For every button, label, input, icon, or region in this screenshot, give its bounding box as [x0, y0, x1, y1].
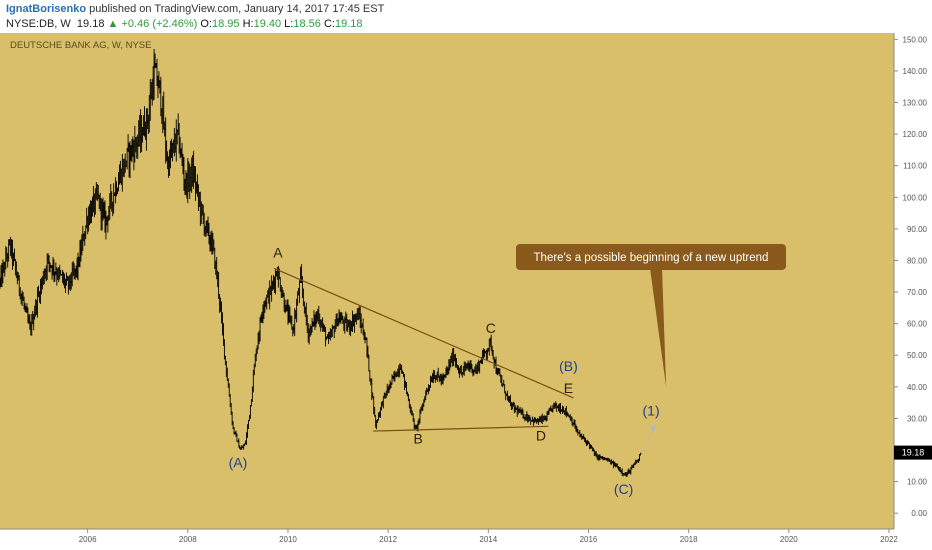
price-tick-labels: 0.0010.0020.0030.0040.0050.0060.0070.008… — [894, 35, 928, 518]
chart-header: IgnatBorisenko published on TradingView.… — [0, 0, 932, 33]
wave-trendlines — [273, 267, 657, 451]
price-tick-label: 130.00 — [903, 99, 928, 108]
last-price-marker: 19.18 — [894, 445, 932, 460]
price-tick-label: 110.00 — [903, 162, 927, 171]
open-label: O: — [200, 18, 212, 30]
time-tick-label: 2008 — [179, 535, 197, 544]
high-value: 19.40 — [253, 18, 282, 30]
callout-pointer — [650, 268, 667, 387]
price-tick-label: 70.00 — [907, 288, 928, 297]
trendline — [373, 425, 549, 432]
callout-box — [516, 244, 786, 270]
time-tick-label: 2018 — [680, 535, 698, 544]
wave-label: A — [273, 244, 283, 260]
wave-label: C — [486, 320, 496, 336]
price-tick-label: 80.00 — [907, 256, 928, 265]
low-value: 18.56 — [293, 18, 321, 30]
time-tick-label: 2010 — [279, 535, 297, 544]
price-tick-label: 150.00 — [903, 35, 928, 44]
price-tick-label: 50.00 — [907, 351, 928, 360]
close-value: 19.18 — [334, 18, 363, 30]
price-chart[interactable]: DEUTSCHE BANK AG, W, NYSE 0.0010.0020.00… — [0, 33, 932, 550]
publish-info: published on TradingView.com, January 14… — [89, 3, 385, 15]
price-tick-label: 140.00 — [903, 67, 928, 76]
wave-label: B — [414, 431, 423, 447]
last-price-box — [894, 445, 932, 460]
author-link[interactable]: IgnatBorisenko — [6, 3, 87, 15]
low-label: L: — [284, 18, 294, 30]
callout-annotation: There's a possible beginning of a new up… — [516, 244, 786, 387]
wave-label: (C) — [614, 481, 633, 497]
wave-labels: A B C D E (A) (B) (C) (1) — [229, 244, 660, 497]
time-tick-label: 2014 — [479, 535, 497, 544]
price-tick-label: 100.00 — [903, 193, 928, 202]
wave-label: (A) — [229, 454, 248, 470]
time-tick-label: 2012 — [379, 535, 397, 544]
price-tick-label: 120.00 — [903, 130, 928, 139]
trendline — [273, 267, 574, 399]
wave-label: E — [564, 380, 573, 396]
price-tick-label: 90.00 — [907, 225, 928, 234]
change-value: ▲ +0.46 (+2.46%) — [107, 18, 198, 30]
publish-line: IgnatBorisenko published on TradingView.… — [6, 2, 384, 16]
time-tick-labels: 2006 2008 2010 2012 2014 2016 2018 2020 2022 — [79, 529, 898, 544]
price-tick-label: 10.00 — [907, 478, 928, 487]
time-tick-label: 2006 — [79, 535, 97, 544]
quote-line: NYSE:DB, W 19.18 ▲ +0.46 (+2.46%) O:18.9… — [6, 17, 362, 31]
projection-arrowhead — [650, 424, 657, 431]
projection-line — [643, 424, 657, 451]
symbol-label: NYSE:DB, W — [6, 18, 71, 30]
time-axis[interactable] — [0, 529, 932, 550]
callout-text: There's a possible beginning of a new up… — [534, 252, 769, 264]
close-label: C: — [323, 18, 335, 30]
high-label: H: — [242, 18, 254, 30]
wave-label: D — [536, 428, 546, 444]
wave-label: (B) — [559, 358, 578, 374]
time-tick-label: 2016 — [580, 535, 598, 544]
price-tick-label: 60.00 — [907, 320, 928, 329]
time-tick-label: 2020 — [780, 535, 798, 544]
price-tick-label: 30.00 — [907, 414, 928, 423]
open-value: 18.95 — [211, 18, 240, 30]
last-price-label: 19.18 — [902, 448, 925, 458]
time-tick-label: 2022 — [880, 535, 898, 544]
wave-label: (1) — [643, 402, 660, 418]
price-series — [0, 48, 642, 477]
chart-title: DEUTSCHE BANK AG, W, NYSE — [10, 40, 151, 51]
price-tick-label: 40.00 — [907, 383, 928, 392]
price-tick-label: 0.00 — [911, 509, 927, 518]
plot-background — [0, 33, 894, 529]
last-price-value: 19.18 — [76, 18, 105, 30]
